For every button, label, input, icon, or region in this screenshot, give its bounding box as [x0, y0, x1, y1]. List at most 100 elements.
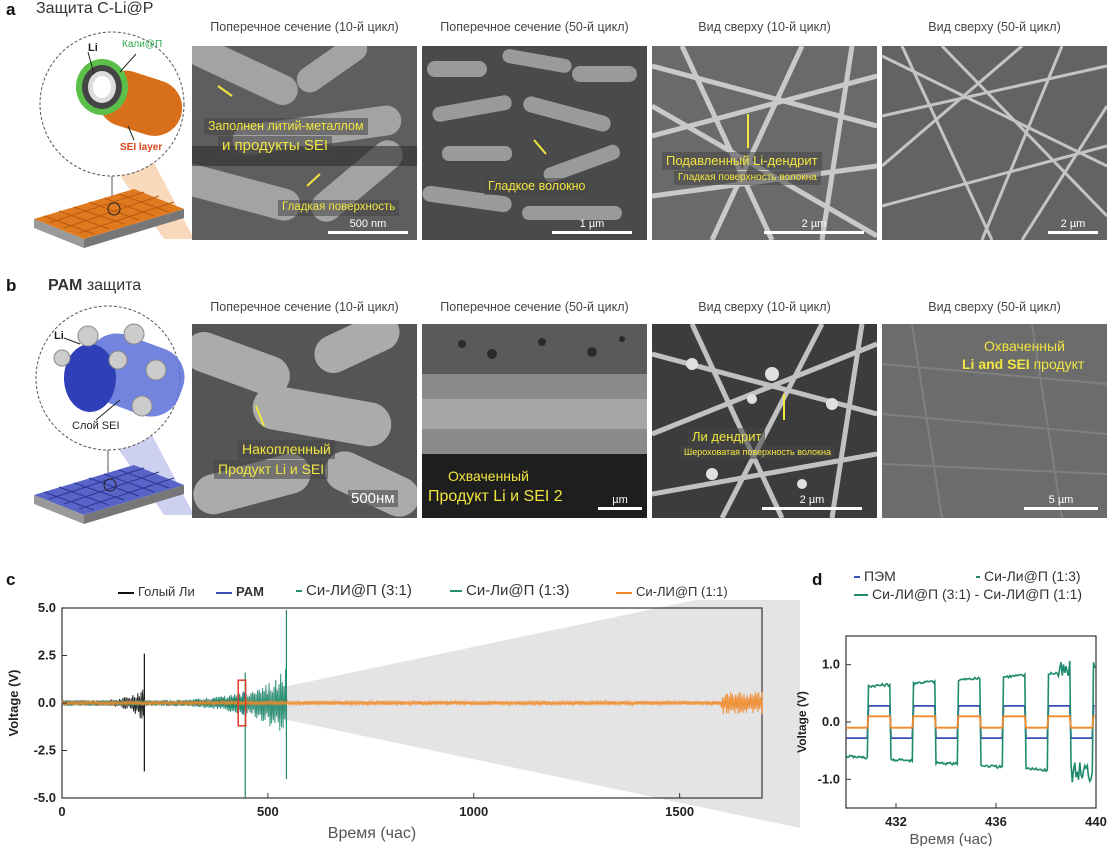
legend-label: Си-ЛИ@П (3:1) — [306, 582, 412, 599]
y-axis-label-d: Voltage (V) — [795, 691, 809, 753]
annotation-b4-1: Охваченный — [984, 338, 1065, 354]
annotation-a1-1: Заполнен литий-металлом — [204, 118, 368, 135]
zoom-cone — [243, 600, 800, 828]
annotation-b4-2: Li and SEI продукт — [962, 356, 1084, 372]
annotation-b4-2a: Li and SEI — [962, 356, 1030, 372]
legend-pam: PAM — [216, 584, 264, 599]
row-b-title-bold: PAM — [48, 277, 83, 294]
x-tick-label: 1500 — [665, 804, 694, 819]
caption-a1: Поперечное сечение (10-й цикл) — [210, 20, 399, 34]
caption-b2: Поперечное сечение (50-й цикл) — [440, 300, 629, 314]
scale-bar-b4: 5 µm — [1024, 494, 1098, 510]
schematic-b: Li Слой SEI — [24, 300, 194, 525]
zoom-box — [237, 679, 247, 727]
scale-bar-b3: 2 µm — [762, 494, 862, 510]
scale-bar-a2: 1 µm — [552, 218, 632, 234]
annotation-a3-1: Подавленный Li-дендрит — [662, 152, 822, 170]
legend-label: Си-Ли@П (1:3) — [984, 568, 1081, 584]
annotation-b3-2: Шероховатая поверхность волокна — [680, 446, 835, 459]
x-tick-label: 500 — [257, 804, 279, 819]
series-d-line-1 — [845, 660, 1096, 784]
x-axis-label-d: Время (час) — [910, 831, 993, 846]
panel-letter-b: b — [6, 276, 17, 295]
annotation-a1-2: и продукты SEI — [218, 136, 333, 156]
scale-label: 2 µm — [799, 494, 825, 506]
legend-label: Си-ЛИ@П (1:1) — [636, 584, 728, 599]
caption-b4: Вид сверху (50-й цикл) — [928, 300, 1061, 314]
scale-bar-b2: µm — [598, 494, 642, 510]
label-li-b: Li — [54, 330, 64, 342]
legend-label: PAM — [236, 584, 264, 599]
legend-bare: Голый Ли — [118, 584, 195, 599]
label-kali: Кали@П — [122, 39, 163, 50]
annotation-b2-1: Охваченный — [448, 468, 529, 484]
scale-label: 2 µm — [801, 218, 827, 230]
chart-d: 432 436 440 1.0 0.0 -1.0 Время (час) Voltage (V… — [795, 635, 1107, 846]
x-tick-label-d: 440 — [1085, 814, 1107, 829]
legend-d-c31-c11: Си-ЛИ@П (3:1) - Си-ЛИ@П (1:1) — [854, 586, 1082, 602]
y-tick-label: -5.0 — [34, 790, 56, 805]
x-axis-label: Время (час) — [328, 825, 416, 842]
plot-frame-d — [845, 635, 1097, 809]
annotation-b3-1: Ли дендрит — [688, 428, 766, 446]
legend-c11: Си-ЛИ@П (1:1) — [616, 584, 728, 599]
y-tick-label: -2.5 — [34, 743, 56, 758]
sem-image-b3: Ли дендрит Шероховатая поверхность волок… — [652, 324, 877, 518]
y-tick-label-d: 0.0 — [822, 714, 840, 729]
row-a-title: Защита C-Li@P — [36, 0, 154, 17]
legend-swatch — [216, 591, 232, 594]
legend-swatch — [450, 590, 462, 593]
y-tick-label-d: 1.0 — [822, 657, 840, 672]
sem-image-a4: 2 µm — [882, 46, 1107, 240]
annotation-b1-1: Накопленный — [238, 440, 335, 459]
label-sei-layer: SEI layer — [120, 142, 163, 153]
legend-swatch — [296, 590, 302, 593]
scale-label: 1 µm — [579, 218, 605, 230]
caption-b1: Поперечное сечение (10-й цикл) — [210, 300, 399, 314]
caption-b3: Вид сверху (10-й цикл) — [698, 300, 831, 314]
caption-a4: Вид сверху (50-й цикл) — [928, 20, 1061, 34]
label-li: Li — [88, 42, 98, 54]
row-b-title-rest: защита — [82, 277, 142, 294]
scale-bar-a1: 500 nm — [328, 218, 408, 234]
annotation-b2-2: Продукт Li и SEI 2 — [428, 488, 563, 506]
x-tick-label-d: 436 — [985, 814, 1007, 829]
sem-image-a1: Заполнен литий-металлом и продукты SEI Г… — [192, 46, 417, 240]
y-axis-label: Voltage (V) — [6, 670, 21, 737]
scale-label: 2 µm — [1060, 218, 1086, 230]
legend-c31: Си-ЛИ@П (3:1) — [296, 582, 412, 599]
legend-label: Си-Ли@П (1:3) — [466, 582, 570, 599]
annotation-a2-1: Гладкое волокно — [484, 178, 590, 195]
schematic-a: Li Кали@П SEI layer — [24, 24, 194, 249]
legend-d-c13: Си-Ли@П (1:3) — [976, 568, 1081, 584]
sem-image-a3: Подавленный Li-дендрит Гладкая поверхнос… — [652, 46, 877, 240]
legend-d-pem: ПЭМ — [854, 568, 896, 584]
scale-label: 500 nm — [349, 218, 387, 230]
x-tick-label: 1000 — [459, 804, 488, 819]
scale-label: 5 µm — [1048, 494, 1074, 506]
scale-label: µm — [612, 494, 628, 506]
legend-label: Голый Ли — [138, 584, 195, 599]
x-tick-label: 0 — [58, 804, 65, 819]
y-tick-label-d: -1.0 — [818, 771, 840, 786]
caption-a3: Вид сверху (10-й цикл) — [698, 20, 831, 34]
series-d-line-0 — [846, 705, 1095, 740]
annotation-b4-2b: продукт — [1029, 356, 1085, 372]
panel-letter-a: a — [6, 0, 16, 19]
legend-c13: Си-Ли@П (1:3) — [450, 582, 569, 599]
x-tick-label-d: 432 — [885, 814, 907, 829]
scale-label-b1: 500нм — [348, 490, 398, 507]
label-sei-b: Слой SEI — [72, 420, 120, 432]
y-tick-label: 2.5 — [38, 648, 56, 663]
sem-image-a2: Гладкое волокно 1 µm — [422, 46, 647, 240]
annotation-a1-3: Гладкая поверхность — [278, 200, 400, 216]
panel-letter-d: d — [812, 570, 823, 589]
scale-bar-a4: 2 µm — [1048, 218, 1098, 234]
legend-swatch — [118, 591, 134, 594]
panel-letter-c: c — [6, 570, 16, 589]
annotation-a3-2: Гладкая поверхность волокна — [674, 171, 821, 185]
sem-image-b1: Накопленный Продукт Li и SEI 500нм — [192, 324, 417, 518]
sem-image-b2: Охваченный Продукт Li и SEI 2 µm — [422, 324, 647, 518]
legend-swatch — [854, 576, 860, 579]
series-d-line-2 — [846, 715, 1095, 729]
